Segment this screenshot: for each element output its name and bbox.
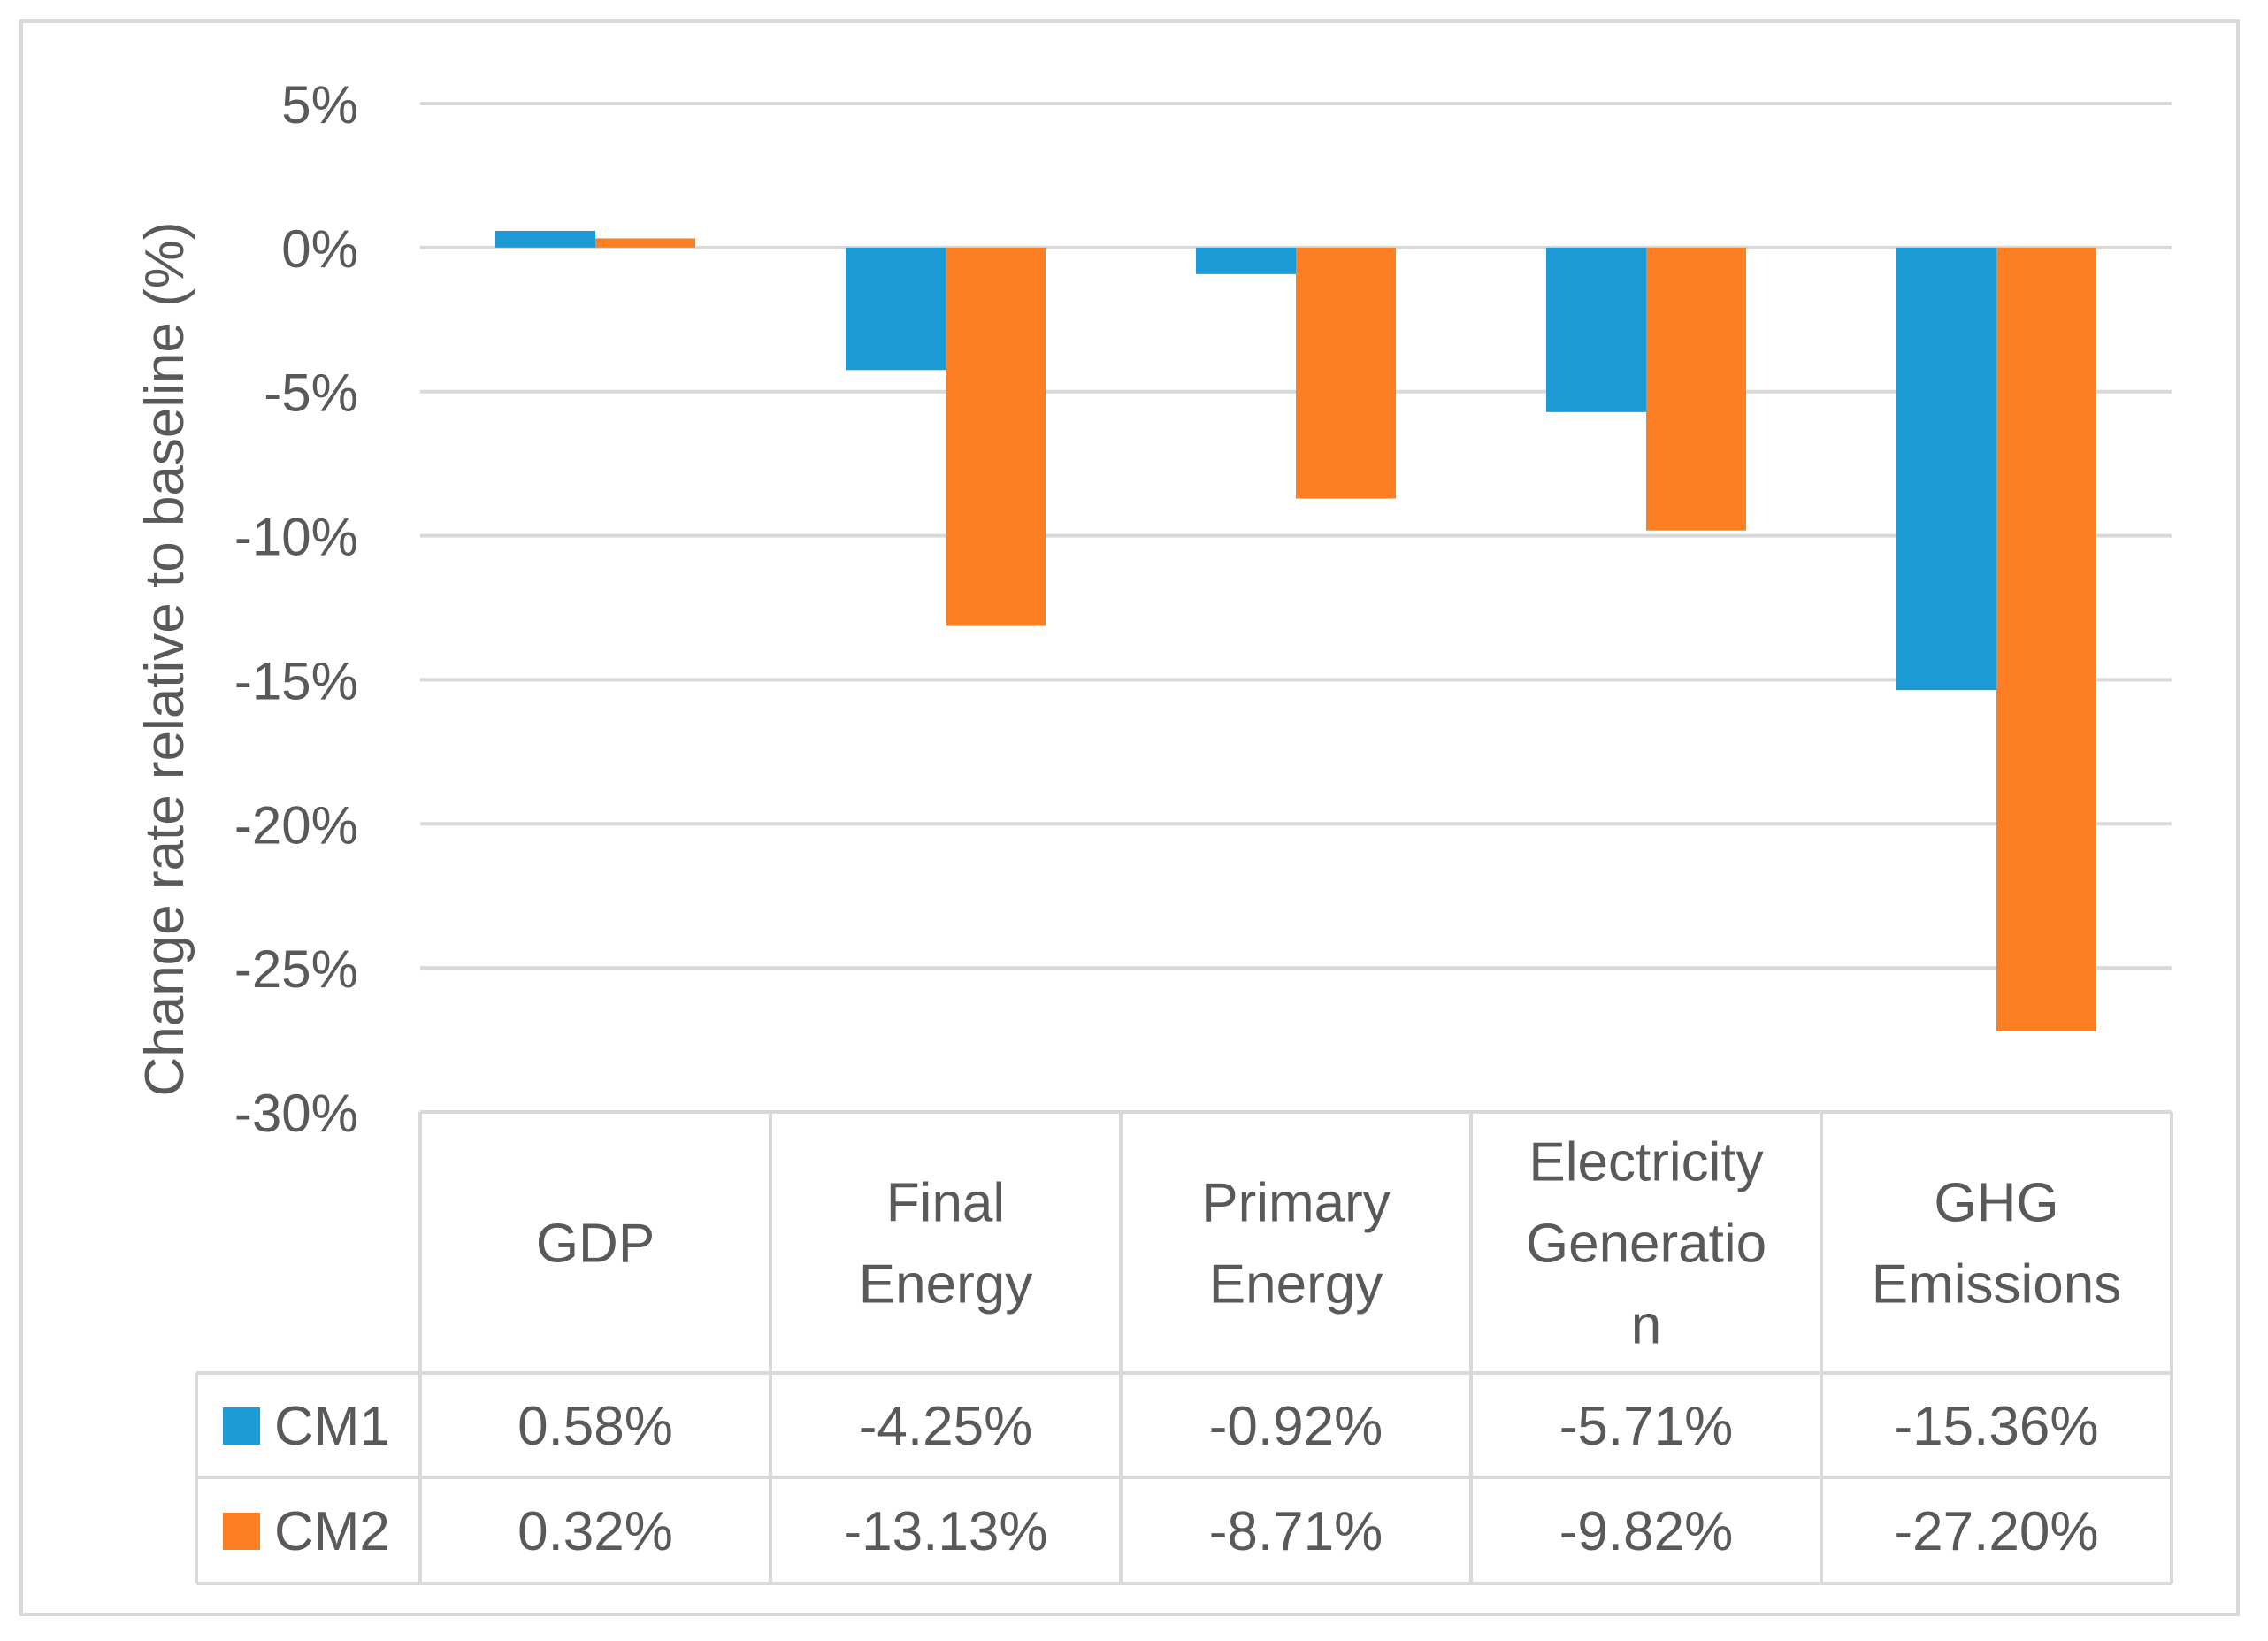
legend-label-cm2: CM2	[274, 1501, 390, 1562]
bar-cm2-1	[946, 247, 1046, 626]
bar-cm2-2	[1296, 247, 1396, 499]
y-tick-label: -20%	[234, 795, 358, 855]
y-tick-label: -15%	[234, 651, 358, 710]
category-label-line: Emissions	[1872, 1254, 2122, 1315]
legend-key-cm1	[223, 1407, 260, 1445]
category-label-line: Energy	[859, 1254, 1032, 1315]
data-label-cm2: -8.71%	[1209, 1501, 1383, 1562]
category-label: Electricity Generatio n	[1526, 1132, 1766, 1356]
y-tick-label: -10%	[234, 508, 358, 567]
bar-cm1-3	[1546, 247, 1646, 412]
y-tick-label: -5%	[264, 364, 358, 423]
category-label: Primary Energy	[1201, 1173, 1391, 1315]
data-label-cm2: 0.32%	[517, 1501, 673, 1562]
y-tick-label: -25%	[234, 939, 358, 999]
category-label-line: GHG	[1934, 1173, 2058, 1234]
data-label-cm1: -4.25%	[859, 1396, 1032, 1457]
legend-label-cm1: CM1	[274, 1396, 390, 1457]
data-label-cm2: -9.82%	[1559, 1501, 1733, 1562]
y-axis-ticks: 5% 0% -5% -10% -15% -20% -25% -30%	[234, 75, 358, 1143]
y-tick-label: -30%	[234, 1084, 358, 1143]
bar-cm1-2	[1196, 247, 1296, 274]
bar-cm1-0	[495, 230, 595, 248]
gridlines	[420, 102, 2172, 970]
y-axis-label: Change rate relative to baseline (%)	[134, 221, 195, 1096]
data-label-cm1: -15.36%	[1895, 1396, 2099, 1457]
bar-cm2-4	[1996, 247, 2096, 1031]
y-tick-label: 0%	[281, 219, 358, 279]
data-label-cm1: -5.71%	[1559, 1396, 1733, 1457]
category-label-line: Electricity	[1529, 1132, 1763, 1193]
category-label: GHG Emissions	[1872, 1173, 2122, 1315]
bar-cm1-4	[1896, 247, 1996, 691]
category-label-line: Final	[886, 1173, 1005, 1234]
category-label: GDP	[536, 1214, 655, 1275]
bar-cm2-3	[1646, 247, 1746, 531]
chart-frame	[19, 19, 2240, 1616]
bar-cm1-1	[846, 247, 946, 371]
bar-cm2-0	[595, 238, 695, 248]
category-label-line: n	[1631, 1295, 1661, 1356]
bars	[495, 230, 2096, 1031]
data-table: GDP Final Energy Primary Energy Electricity Ge…	[195, 1110, 2173, 1585]
category-label: Final Energy	[859, 1173, 1032, 1315]
data-label-cm2: -27.20%	[1895, 1501, 2099, 1562]
data-label-cm1: -0.92%	[1209, 1396, 1383, 1457]
y-tick-label: 5%	[281, 75, 358, 134]
data-label-cm2: -13.13%	[844, 1501, 1048, 1562]
category-label-line: Energy	[1209, 1254, 1383, 1315]
legend-key-cm2	[223, 1513, 260, 1550]
category-label-line: GDP	[536, 1214, 655, 1275]
category-label-line: Generatio	[1526, 1214, 1766, 1275]
category-label-line: Primary	[1201, 1173, 1391, 1234]
data-label-cm1: 0.58%	[517, 1396, 673, 1457]
